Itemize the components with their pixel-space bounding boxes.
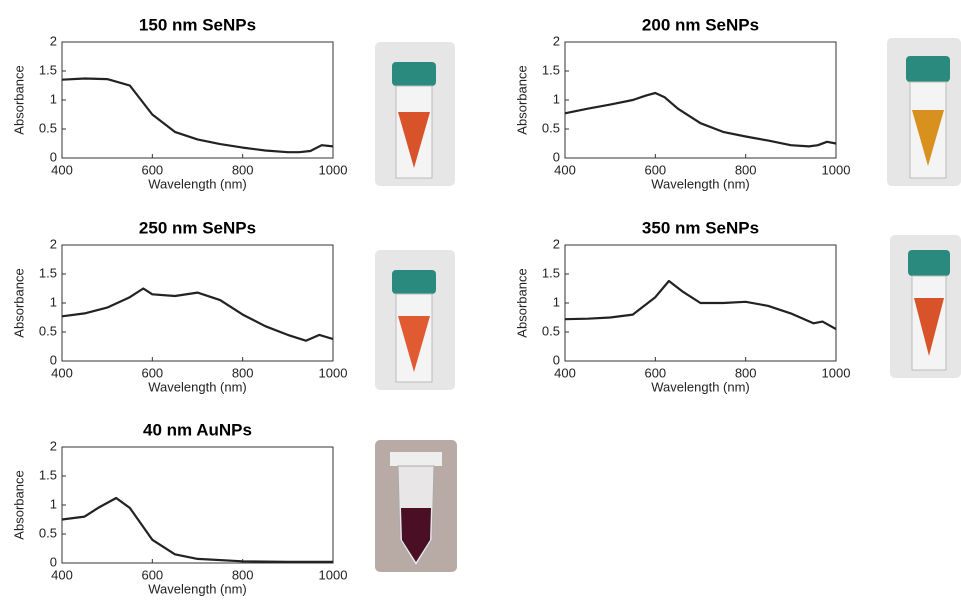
y-tick-label: 2 — [553, 33, 560, 48]
x-tick-label: 600 — [644, 162, 666, 177]
vial-photo — [887, 38, 961, 186]
y-tick-label: 0 — [553, 149, 560, 164]
x-axis-label: Wavelength (nm) — [148, 176, 247, 191]
y-tick-label: 0.5 — [542, 120, 560, 135]
spectrum-line — [61, 287, 334, 342]
y-tick-label: 1.5 — [39, 265, 57, 280]
plot-frame — [564, 41, 837, 159]
x-tick-label: 800 — [735, 162, 757, 177]
x-axis-label: Wavelength (nm) — [148, 581, 247, 596]
x-tick-label: 1000 — [822, 365, 851, 380]
spectrum-line — [61, 496, 333, 563]
y-axis-label: Absorbance — [11, 65, 26, 134]
y-tick-label: 2 — [50, 438, 57, 453]
y-axis-label: Absorbance — [514, 65, 529, 134]
x-tick-label: 800 — [232, 365, 254, 380]
x-axis-label: Wavelength (nm) — [651, 176, 750, 191]
x-tick-label: 1000 — [319, 365, 348, 380]
y-tick-label: 0.5 — [39, 525, 57, 540]
x-tick-label: 800 — [232, 162, 254, 177]
y-tick-label: 2 — [553, 236, 560, 251]
x-tick-label: 800 — [232, 567, 254, 582]
y-tick-label: 0.5 — [39, 323, 57, 338]
y-tick-label: 0.5 — [542, 323, 560, 338]
x-axis-label: Wavelength (nm) — [148, 379, 247, 394]
y-tick-label: 0 — [50, 554, 57, 569]
y-tick-label: 1 — [50, 91, 57, 106]
y-tick-label: 1.5 — [542, 265, 560, 280]
y-tick-label: 1 — [553, 91, 560, 106]
spectrum-line — [564, 91, 837, 148]
x-tick-label: 400 — [554, 162, 576, 177]
chart-title: 250 nm SeNPs — [139, 218, 256, 237]
y-tick-label: 1 — [553, 294, 560, 309]
y-tick-label: 1.5 — [39, 467, 57, 482]
x-axis-label: Wavelength (nm) — [651, 379, 750, 394]
chart-title: 150 nm SeNPs — [139, 15, 256, 34]
spectrum-line — [564, 279, 837, 331]
chart-title: 40 nm AuNPs — [143, 420, 252, 439]
spectrum-line — [61, 77, 334, 154]
x-tick-label: 1000 — [822, 162, 851, 177]
vial-photo — [890, 235, 961, 378]
y-tick-label: 1.5 — [542, 62, 560, 77]
x-tick-label: 600 — [141, 567, 163, 582]
chart-title: 200 nm SeNPs — [642, 15, 759, 34]
x-tick-label: 600 — [644, 365, 666, 380]
y-tick-label: 2 — [50, 236, 57, 251]
x-tick-label: 800 — [735, 365, 757, 380]
x-tick-label: 400 — [554, 365, 576, 380]
x-tick-label: 1000 — [319, 567, 348, 582]
x-tick-label: 400 — [51, 162, 73, 177]
tube-photo — [375, 440, 457, 572]
y-tick-label: 0 — [50, 149, 57, 164]
vial-photo — [375, 42, 455, 186]
y-tick-label: 0 — [553, 352, 560, 367]
y-tick-label: 2 — [50, 33, 57, 48]
y-tick-label: 1 — [50, 496, 57, 511]
x-tick-label: 1000 — [319, 162, 348, 177]
x-tick-label: 400 — [51, 567, 73, 582]
x-tick-label: 600 — [141, 162, 163, 177]
y-axis-label: Absorbance — [514, 268, 529, 337]
chart-title: 350 nm SeNPs — [642, 218, 759, 237]
vial-photo — [375, 250, 455, 390]
y-tick-label: 1.5 — [39, 62, 57, 77]
y-tick-label: 0 — [50, 352, 57, 367]
plot-frame — [61, 244, 334, 362]
y-axis-label: Absorbance — [11, 470, 26, 539]
x-tick-label: 400 — [51, 365, 73, 380]
y-tick-label: 1 — [50, 294, 57, 309]
x-tick-label: 600 — [141, 365, 163, 380]
plot-frame — [61, 41, 334, 159]
y-tick-label: 0.5 — [39, 120, 57, 135]
y-axis-label: Absorbance — [11, 268, 26, 337]
